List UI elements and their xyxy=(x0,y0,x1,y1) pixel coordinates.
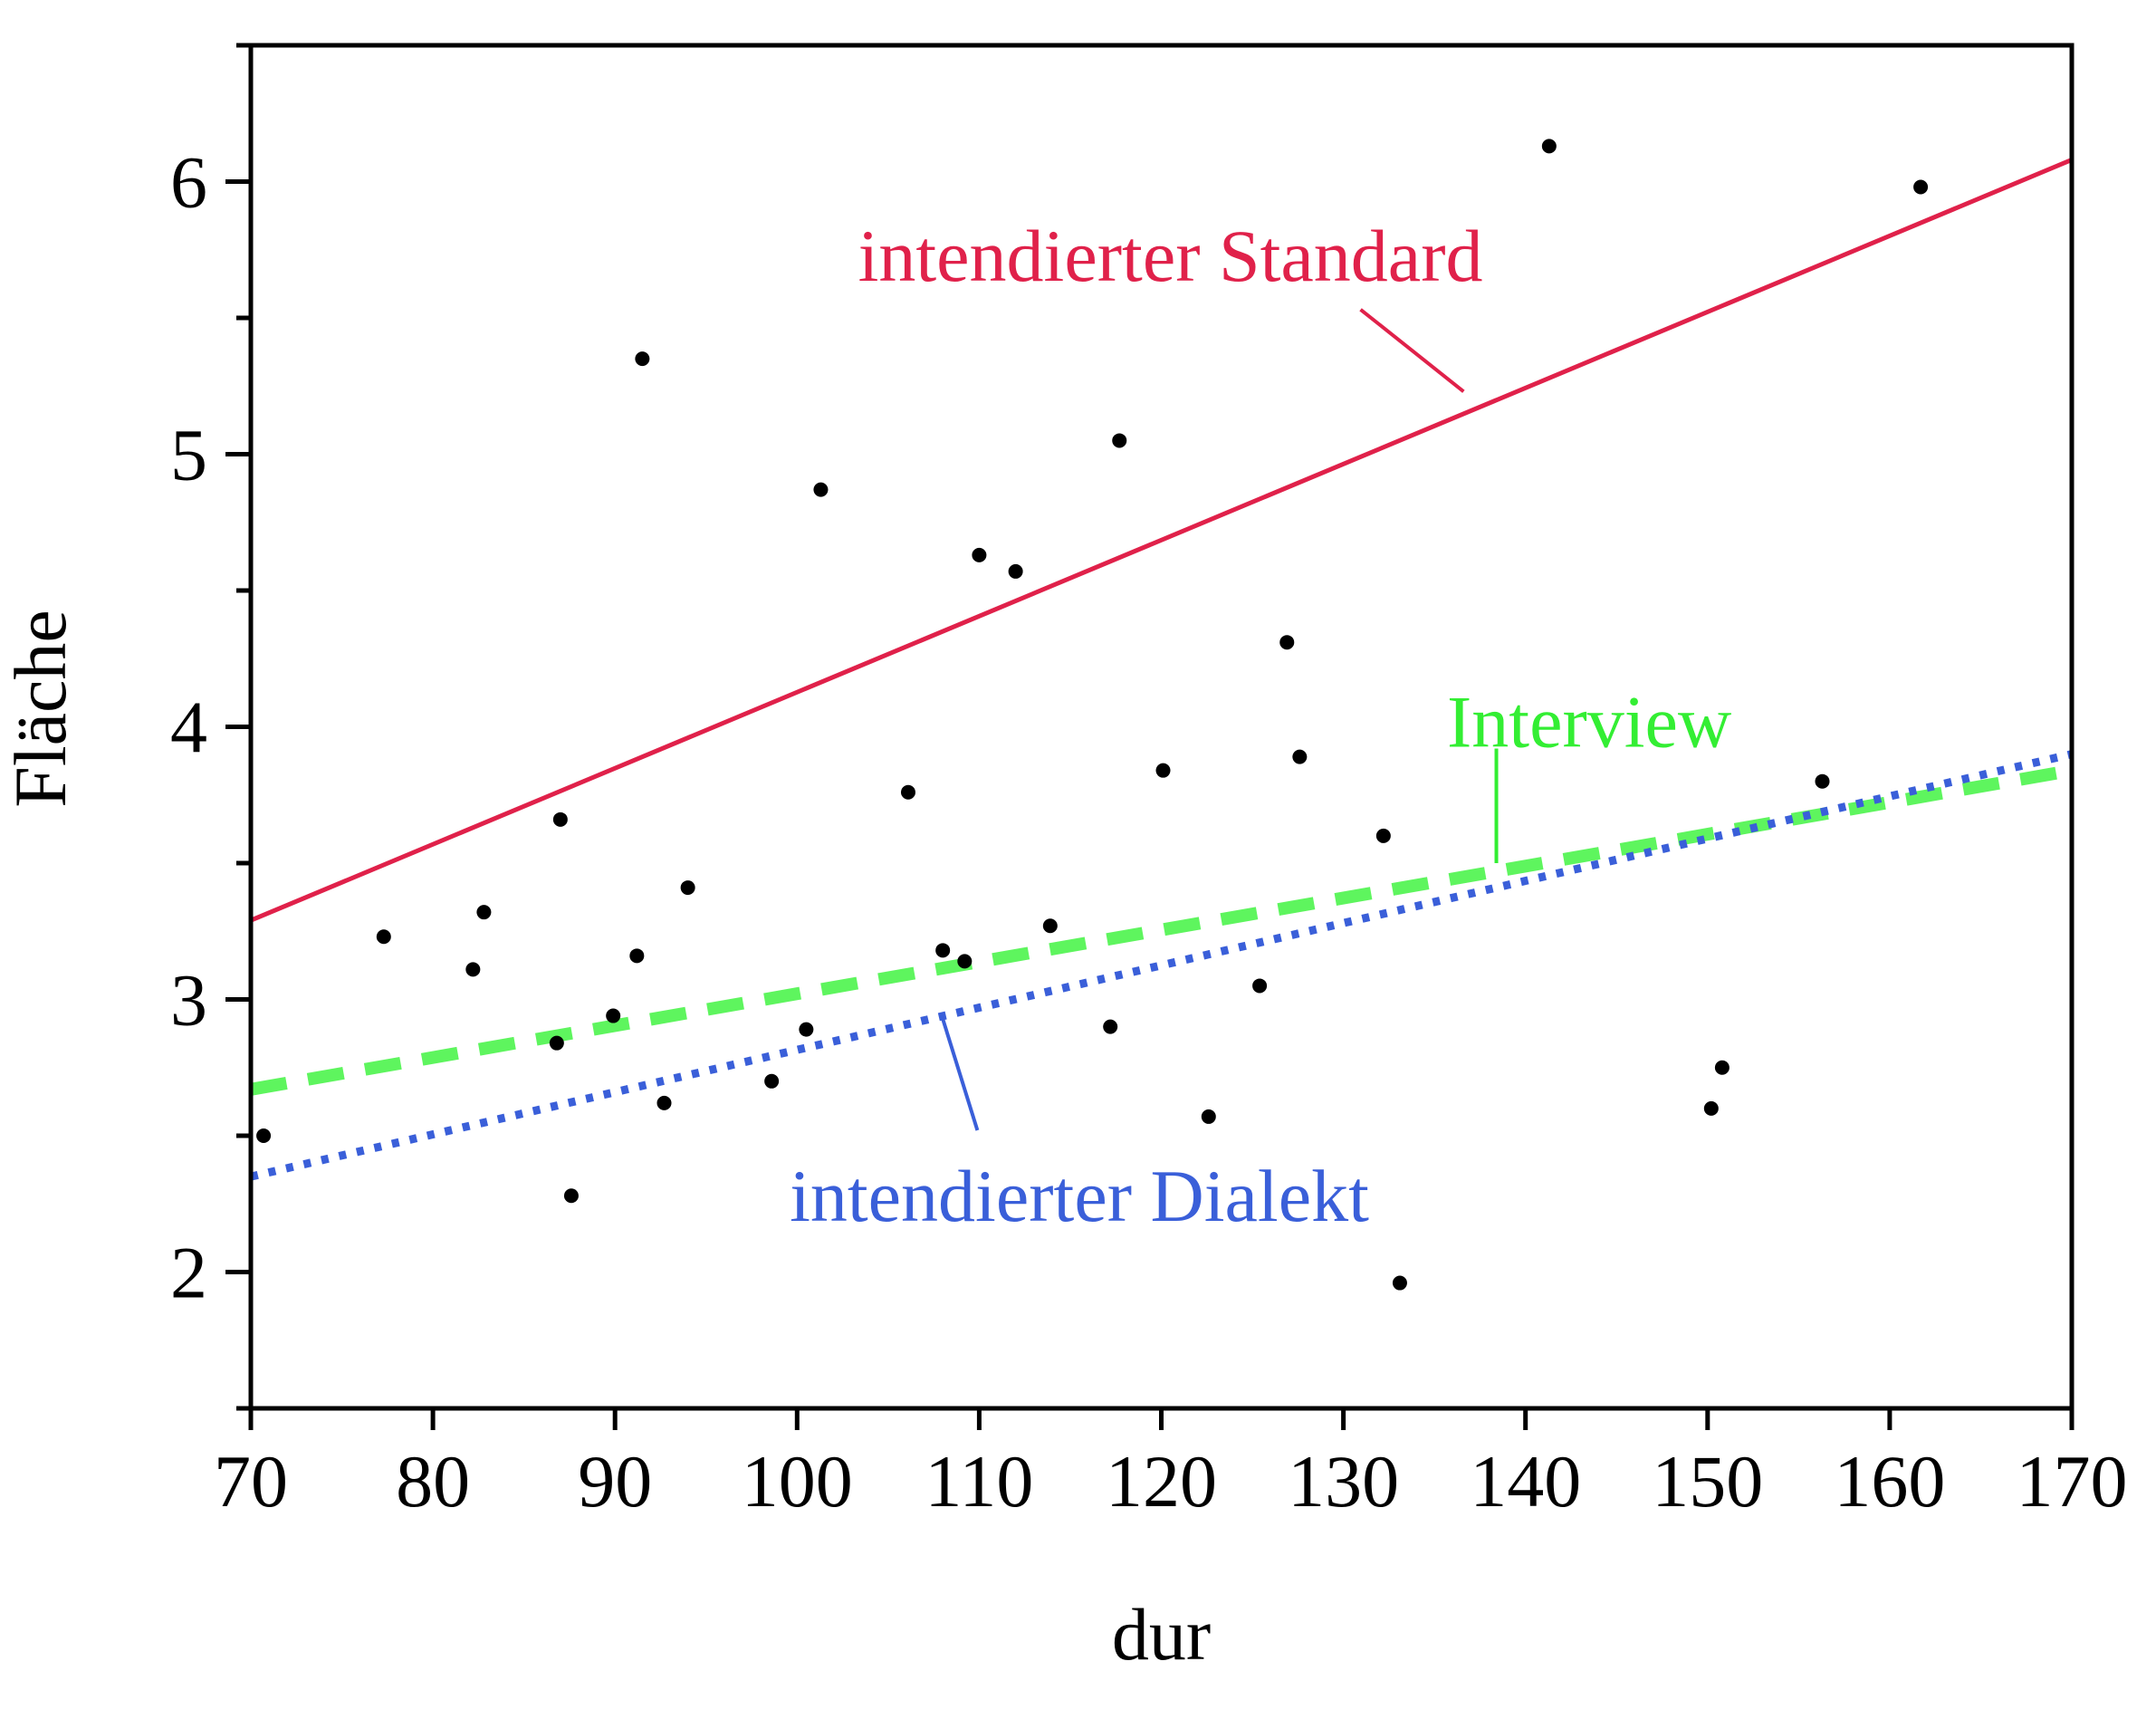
data-point xyxy=(813,482,829,497)
x-tick-label: 100 xyxy=(742,1440,853,1522)
data-point xyxy=(935,943,951,958)
data-point xyxy=(656,1095,672,1110)
data-point xyxy=(635,351,650,367)
y-axis-title: Fläche xyxy=(0,610,81,808)
data-point xyxy=(1112,433,1127,448)
series-labels: intendierter Standard Interview intendiert… xyxy=(790,215,1731,1237)
x-tick-label: 110 xyxy=(925,1440,1033,1522)
x-tick-label: 170 xyxy=(2017,1440,2128,1522)
x-tick-label: 90 xyxy=(578,1440,652,1522)
data-point xyxy=(764,1073,780,1089)
data-point xyxy=(476,905,492,920)
ticks-layer: 70 80 90 100 110 120 130 140 150 160 170 2 3 4 5 6 xyxy=(170,43,2128,1522)
data-point xyxy=(1714,1060,1730,1075)
label-leader-line xyxy=(939,1012,980,1131)
y-tick-label: 4 xyxy=(170,687,207,769)
data-point xyxy=(1201,1109,1216,1124)
data-point xyxy=(629,948,645,964)
series-label-interview: Interview xyxy=(1447,680,1731,763)
data-point xyxy=(465,962,481,977)
data-point xyxy=(256,1128,272,1143)
data-point xyxy=(1042,918,1058,934)
series-label-intendierter-standard: intendierter Standard xyxy=(858,215,1483,297)
data-point xyxy=(552,811,568,827)
data-point xyxy=(1279,635,1295,650)
label-leader-line xyxy=(1359,308,1465,393)
plot-frame xyxy=(248,43,2075,1411)
data-point xyxy=(1913,179,1929,195)
data-point xyxy=(1375,828,1391,843)
y-tick-label: 2 xyxy=(170,1232,207,1314)
series-line-intendierter-standard xyxy=(250,158,2073,923)
data-point xyxy=(376,929,391,945)
data-point xyxy=(1703,1100,1719,1116)
data-point xyxy=(1103,1019,1118,1034)
data-point xyxy=(1008,563,1023,579)
data-point xyxy=(606,1008,621,1023)
data-point xyxy=(1292,749,1308,764)
data-point xyxy=(1541,139,1557,154)
data-point xyxy=(1815,773,1830,789)
data-point xyxy=(1155,763,1171,778)
y-tick-label: 3 xyxy=(170,959,207,1042)
data-point xyxy=(900,784,915,800)
x-tick-label: 120 xyxy=(1106,1440,1217,1522)
y-tick-label: 5 xyxy=(170,414,207,496)
series-label-intendierter-dialekt: intendierter Dialekt xyxy=(790,1155,1369,1237)
data-point xyxy=(549,1035,564,1051)
regression-lines xyxy=(249,158,2074,1181)
data-point xyxy=(799,1022,814,1037)
series-line-interview xyxy=(249,763,2074,1096)
data-point xyxy=(957,954,973,969)
data-point xyxy=(680,880,695,896)
x-tick-label: 150 xyxy=(1652,1440,1763,1522)
series-line-intendierter-dialekt xyxy=(249,750,2074,1181)
x-tick-label: 130 xyxy=(1288,1440,1399,1522)
x-tick-label: 70 xyxy=(214,1440,288,1522)
data-points xyxy=(256,139,1929,1291)
x-axis-title: dur xyxy=(1112,1593,1211,1676)
data-point xyxy=(972,547,987,562)
data-point xyxy=(1252,978,1268,994)
x-tick-label: 80 xyxy=(396,1440,470,1522)
y-tick-label: 6 xyxy=(170,141,207,224)
data-point xyxy=(563,1188,579,1204)
x-tick-label: 160 xyxy=(1834,1440,1945,1522)
x-tick-label: 140 xyxy=(1470,1440,1581,1522)
data-point xyxy=(1392,1275,1407,1291)
